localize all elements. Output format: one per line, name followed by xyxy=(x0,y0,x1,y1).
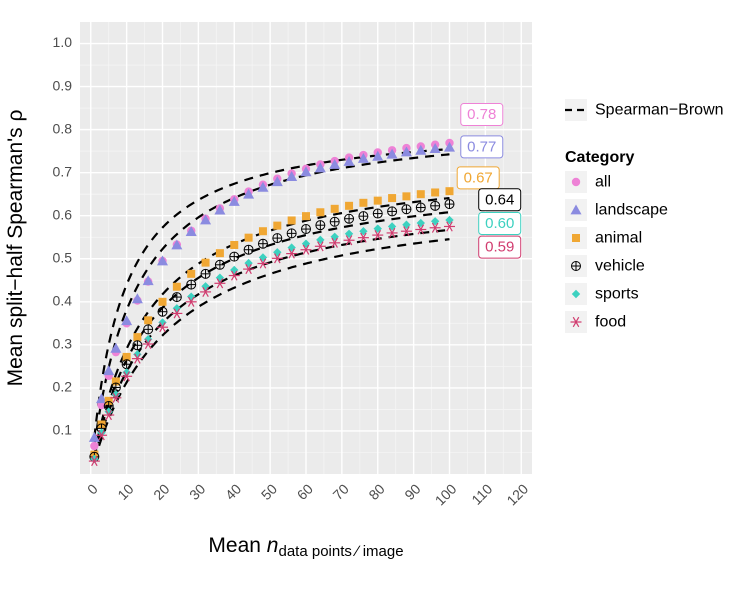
x-tick-label: 50 xyxy=(258,481,280,503)
end-label-all: 0.78 xyxy=(467,106,496,123)
y-tick-label: 0.7 xyxy=(53,163,73,179)
end-label-landscape: 0.77 xyxy=(467,138,496,155)
x-tick-label: 70 xyxy=(330,481,352,503)
x-tick-label: 60 xyxy=(294,481,316,503)
y-tick-label: 0.9 xyxy=(53,77,73,93)
legend-label-all: all xyxy=(595,174,611,191)
x-tick-label: 10 xyxy=(114,481,136,503)
x-tick-label: 120 xyxy=(503,481,531,509)
legend-label-vehicle: vehicle xyxy=(595,258,645,275)
legend-label-food: food xyxy=(595,314,626,331)
y-tick-label: 0.6 xyxy=(53,206,73,222)
legend-label-landscape: landscape xyxy=(595,202,668,219)
x-tick-label: 110 xyxy=(468,481,495,508)
y-tick-label: 0.1 xyxy=(53,422,73,438)
chart-svg: 0 10 20 30 40 50 60 70 80 90 100 110 120 0.1 0.2 0.3 0.4… xyxy=(0,0,747,597)
x-tick-label: 100 xyxy=(432,481,460,509)
y-axis-title: Mean split−half Spearman's ρ xyxy=(4,110,27,387)
y-tick-label: 1.0 xyxy=(53,34,73,50)
x-tick-label: 0 xyxy=(84,481,101,498)
legend-label-sb: Spearman−Brown xyxy=(595,102,724,119)
x-axis-title: Mean ndata points ∕ image xyxy=(208,534,403,560)
legend-label-animal: animal xyxy=(595,230,642,247)
y-tick-label: 0.2 xyxy=(53,379,73,395)
legend-title: Category xyxy=(565,149,634,166)
x-tick-label: 30 xyxy=(186,481,208,503)
end-label-vehicle: 0.64 xyxy=(485,191,514,208)
end-label-sports: 0.60 xyxy=(485,215,514,232)
legend-label-sports: sports xyxy=(595,286,639,303)
x-tick-label: 80 xyxy=(365,481,387,503)
y-tick-label: 0.4 xyxy=(53,293,73,309)
x-tick-label: 40 xyxy=(222,481,244,503)
x-tick-label: 20 xyxy=(150,481,172,503)
x-tick-label: 90 xyxy=(401,481,423,503)
y-tick-label: 0.5 xyxy=(53,249,73,265)
end-label-food: 0.59 xyxy=(485,239,514,256)
chart-container: { "chart": { "type": "line+scatter", "wi… xyxy=(0,0,747,597)
y-tick-label: 0.3 xyxy=(53,336,73,352)
end-label-animal: 0.67 xyxy=(464,169,493,186)
y-tick-label: 0.8 xyxy=(53,120,73,136)
